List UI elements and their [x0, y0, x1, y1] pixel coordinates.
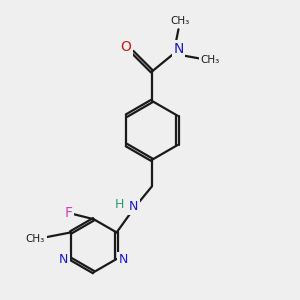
Text: N: N [173, 42, 184, 56]
Text: N: N [59, 254, 68, 266]
Text: CH₃: CH₃ [171, 16, 190, 26]
Text: CH₃: CH₃ [26, 234, 45, 244]
Text: CH₃: CH₃ [200, 55, 220, 65]
Text: H: H [115, 199, 124, 212]
Text: O: O [120, 40, 131, 54]
Text: F: F [64, 206, 72, 220]
Text: N: N [129, 200, 138, 213]
Text: N: N [119, 254, 128, 266]
